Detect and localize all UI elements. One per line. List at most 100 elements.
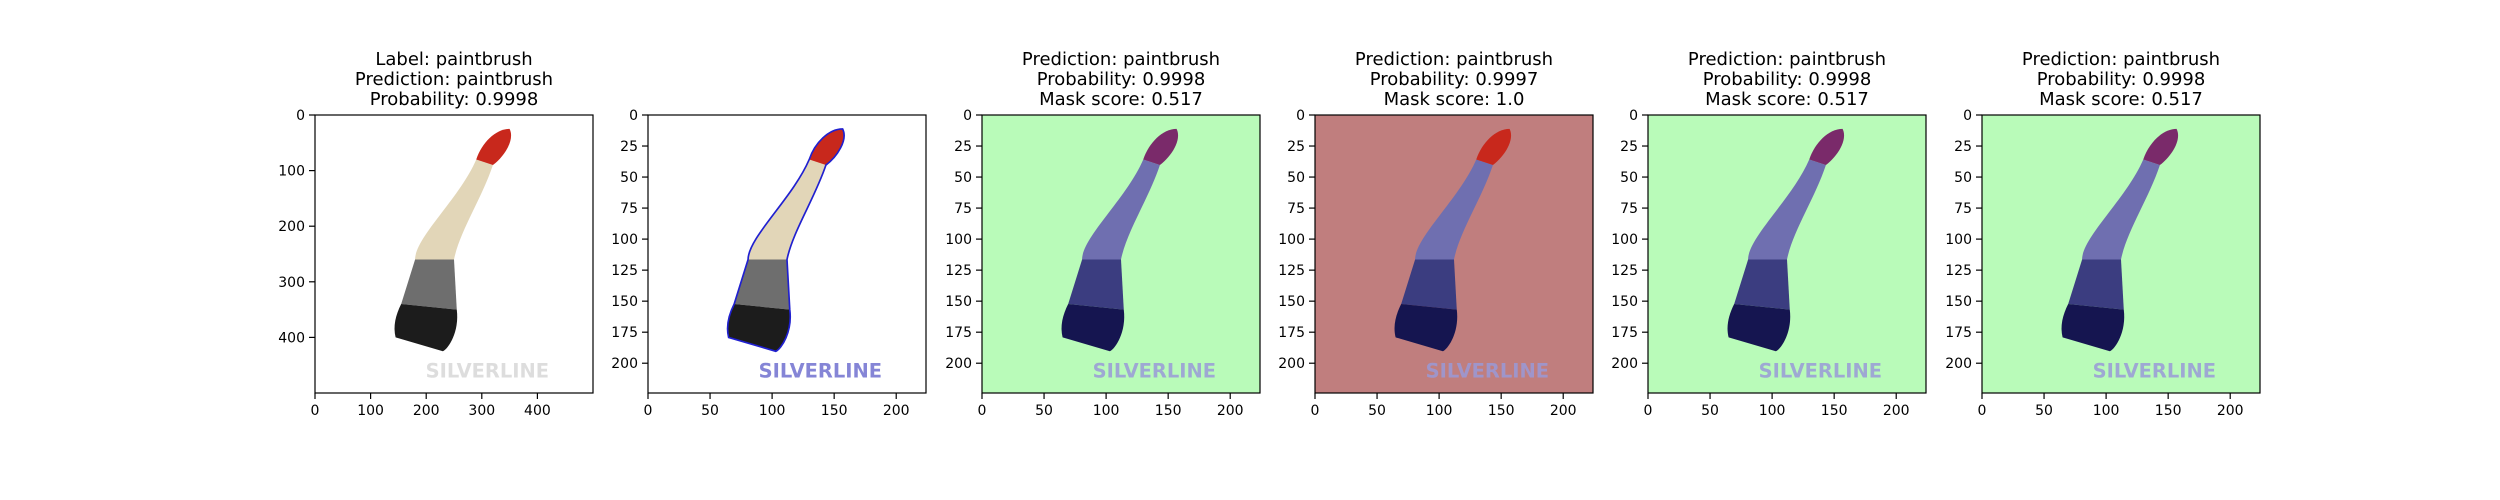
brush-ferrule bbox=[401, 259, 457, 310]
y-tick-label: 175 bbox=[1278, 325, 1305, 341]
x-tick-label: 150 bbox=[1821, 403, 1848, 419]
x-tick-label: 0 bbox=[978, 403, 987, 419]
x-tick-label: 200 bbox=[1217, 403, 1244, 419]
image: SILVERLINE bbox=[648, 115, 926, 393]
y-tick-label: 100 bbox=[278, 164, 305, 180]
y-tick-label: 0 bbox=[1963, 108, 1972, 124]
y-tick-label: 125 bbox=[1945, 263, 1972, 279]
brush-tip-masked bbox=[1143, 128, 1179, 166]
y-tick-label: 150 bbox=[945, 294, 972, 310]
y-tick-label: 0 bbox=[1629, 108, 1638, 124]
y-tick-label: 25 bbox=[1620, 139, 1638, 155]
axes-frame bbox=[1314, 114, 1594, 394]
x-tick-label: 150 bbox=[1488, 403, 1515, 419]
y-tick-label: 100 bbox=[1945, 232, 1972, 248]
brush-ferrule bbox=[734, 259, 790, 310]
y-tick-label: 175 bbox=[1945, 325, 1972, 341]
x-tick-label: 300 bbox=[468, 403, 495, 419]
y-tick-label: 25 bbox=[620, 139, 638, 155]
panel-title-line: Probability: 0.9997 bbox=[1370, 69, 1539, 90]
x-tick-label: 200 bbox=[2217, 403, 2244, 419]
image: SILVERLINE bbox=[982, 115, 1260, 393]
y-tick-label: 50 bbox=[620, 170, 638, 186]
y-tick-label: 200 bbox=[945, 356, 972, 372]
x-tick-label: 200 bbox=[1883, 403, 1910, 419]
panel-title-line: Prediction: paintbrush bbox=[1688, 49, 1886, 70]
panel-title-line: Prediction: paintbrush bbox=[2022, 49, 2220, 70]
x-tick-label: 200 bbox=[413, 403, 440, 419]
brush-handle-masked bbox=[1748, 159, 1826, 260]
brush-ferrule-masked bbox=[1068, 259, 1124, 310]
brush-ferrule-masked bbox=[1734, 259, 1790, 310]
y-tick-label: 100 bbox=[945, 232, 972, 248]
x-tick-label: 0 bbox=[1978, 403, 1987, 419]
brush-tip-masked bbox=[1476, 128, 1512, 166]
brush-bristles-masked bbox=[2061, 304, 2125, 352]
y-tick-label: 75 bbox=[1620, 201, 1638, 217]
x-tick-label: 0 bbox=[644, 403, 653, 419]
x-tick-label: 50 bbox=[1701, 403, 1719, 419]
x-tick-label: 50 bbox=[701, 403, 719, 419]
y-tick-label: 200 bbox=[1945, 356, 1972, 372]
axes-frame bbox=[981, 114, 1261, 394]
panel-title-line: Mask score: 0.517 bbox=[2039, 89, 2203, 110]
y-tick-label: 25 bbox=[954, 139, 972, 155]
y-tick-label: 0 bbox=[963, 108, 972, 124]
x-tick-label: 200 bbox=[883, 403, 910, 419]
brush-tip-masked bbox=[1809, 128, 1845, 166]
brush-bristles-masked bbox=[1727, 304, 1791, 352]
axes-frame bbox=[314, 114, 594, 394]
x-tick-label: 100 bbox=[1426, 403, 1453, 419]
y-tick-label: 0 bbox=[1296, 108, 1305, 124]
brush-handle bbox=[415, 159, 493, 260]
brush-bristles bbox=[394, 304, 458, 352]
y-tick-label: 125 bbox=[1611, 263, 1638, 279]
panel-title-line: Probability: 0.9998 bbox=[1037, 69, 1206, 90]
x-tick-label: 100 bbox=[1759, 403, 1786, 419]
watermark: SILVERLINE bbox=[759, 360, 883, 383]
y-tick-label: 175 bbox=[945, 325, 972, 341]
y-tick-label: 175 bbox=[611, 325, 638, 341]
watermark: SILVERLINE bbox=[1093, 360, 1217, 383]
brush-bristles-masked bbox=[1061, 304, 1125, 352]
panel-title-line: Prediction: paintbrush bbox=[355, 69, 553, 90]
y-tick-label: 75 bbox=[620, 201, 638, 217]
panel-title-line: Prediction: paintbrush bbox=[1355, 49, 1553, 70]
axes-frame bbox=[1981, 114, 2261, 394]
panel-title-line: Probability: 0.9998 bbox=[370, 89, 539, 110]
y-tick-label: 125 bbox=[945, 263, 972, 279]
y-tick-label: 100 bbox=[1278, 232, 1305, 248]
y-tick-label: 400 bbox=[278, 330, 305, 346]
y-tick-label: 50 bbox=[1620, 170, 1638, 186]
brush-handle-masked bbox=[2082, 159, 2160, 260]
panel-title-line: Mask score: 0.517 bbox=[1705, 89, 1869, 110]
x-tick-label: 200 bbox=[1550, 403, 1577, 419]
x-tick-label: 400 bbox=[524, 403, 551, 419]
x-tick-label: 100 bbox=[2093, 403, 2120, 419]
panel-title-line: Mask score: 1.0 bbox=[1384, 89, 1525, 110]
mask-outline bbox=[726, 128, 845, 353]
y-tick-label: 25 bbox=[1954, 139, 1972, 155]
y-tick-label: 75 bbox=[1287, 201, 1305, 217]
x-tick-label: 150 bbox=[821, 403, 848, 419]
x-tick-label: 50 bbox=[2035, 403, 2053, 419]
brush-tip bbox=[809, 128, 845, 166]
y-tick-label: 25 bbox=[1287, 139, 1305, 155]
brush-tip-masked bbox=[2143, 128, 2179, 166]
y-tick-label: 150 bbox=[1945, 294, 1972, 310]
x-tick-label: 50 bbox=[1368, 403, 1386, 419]
image: SILVERLINE bbox=[1648, 115, 1926, 393]
x-tick-label: 100 bbox=[1093, 403, 1120, 419]
panel-title-line: Label: paintbrush bbox=[375, 49, 532, 70]
y-tick-label: 125 bbox=[611, 263, 638, 279]
axes-frame bbox=[1647, 114, 1927, 394]
watermark: SILVERLINE bbox=[2093, 360, 2217, 383]
x-tick-label: 150 bbox=[2155, 403, 2182, 419]
y-tick-label: 75 bbox=[1954, 201, 1972, 217]
brush-ferrule-masked bbox=[1401, 259, 1457, 310]
